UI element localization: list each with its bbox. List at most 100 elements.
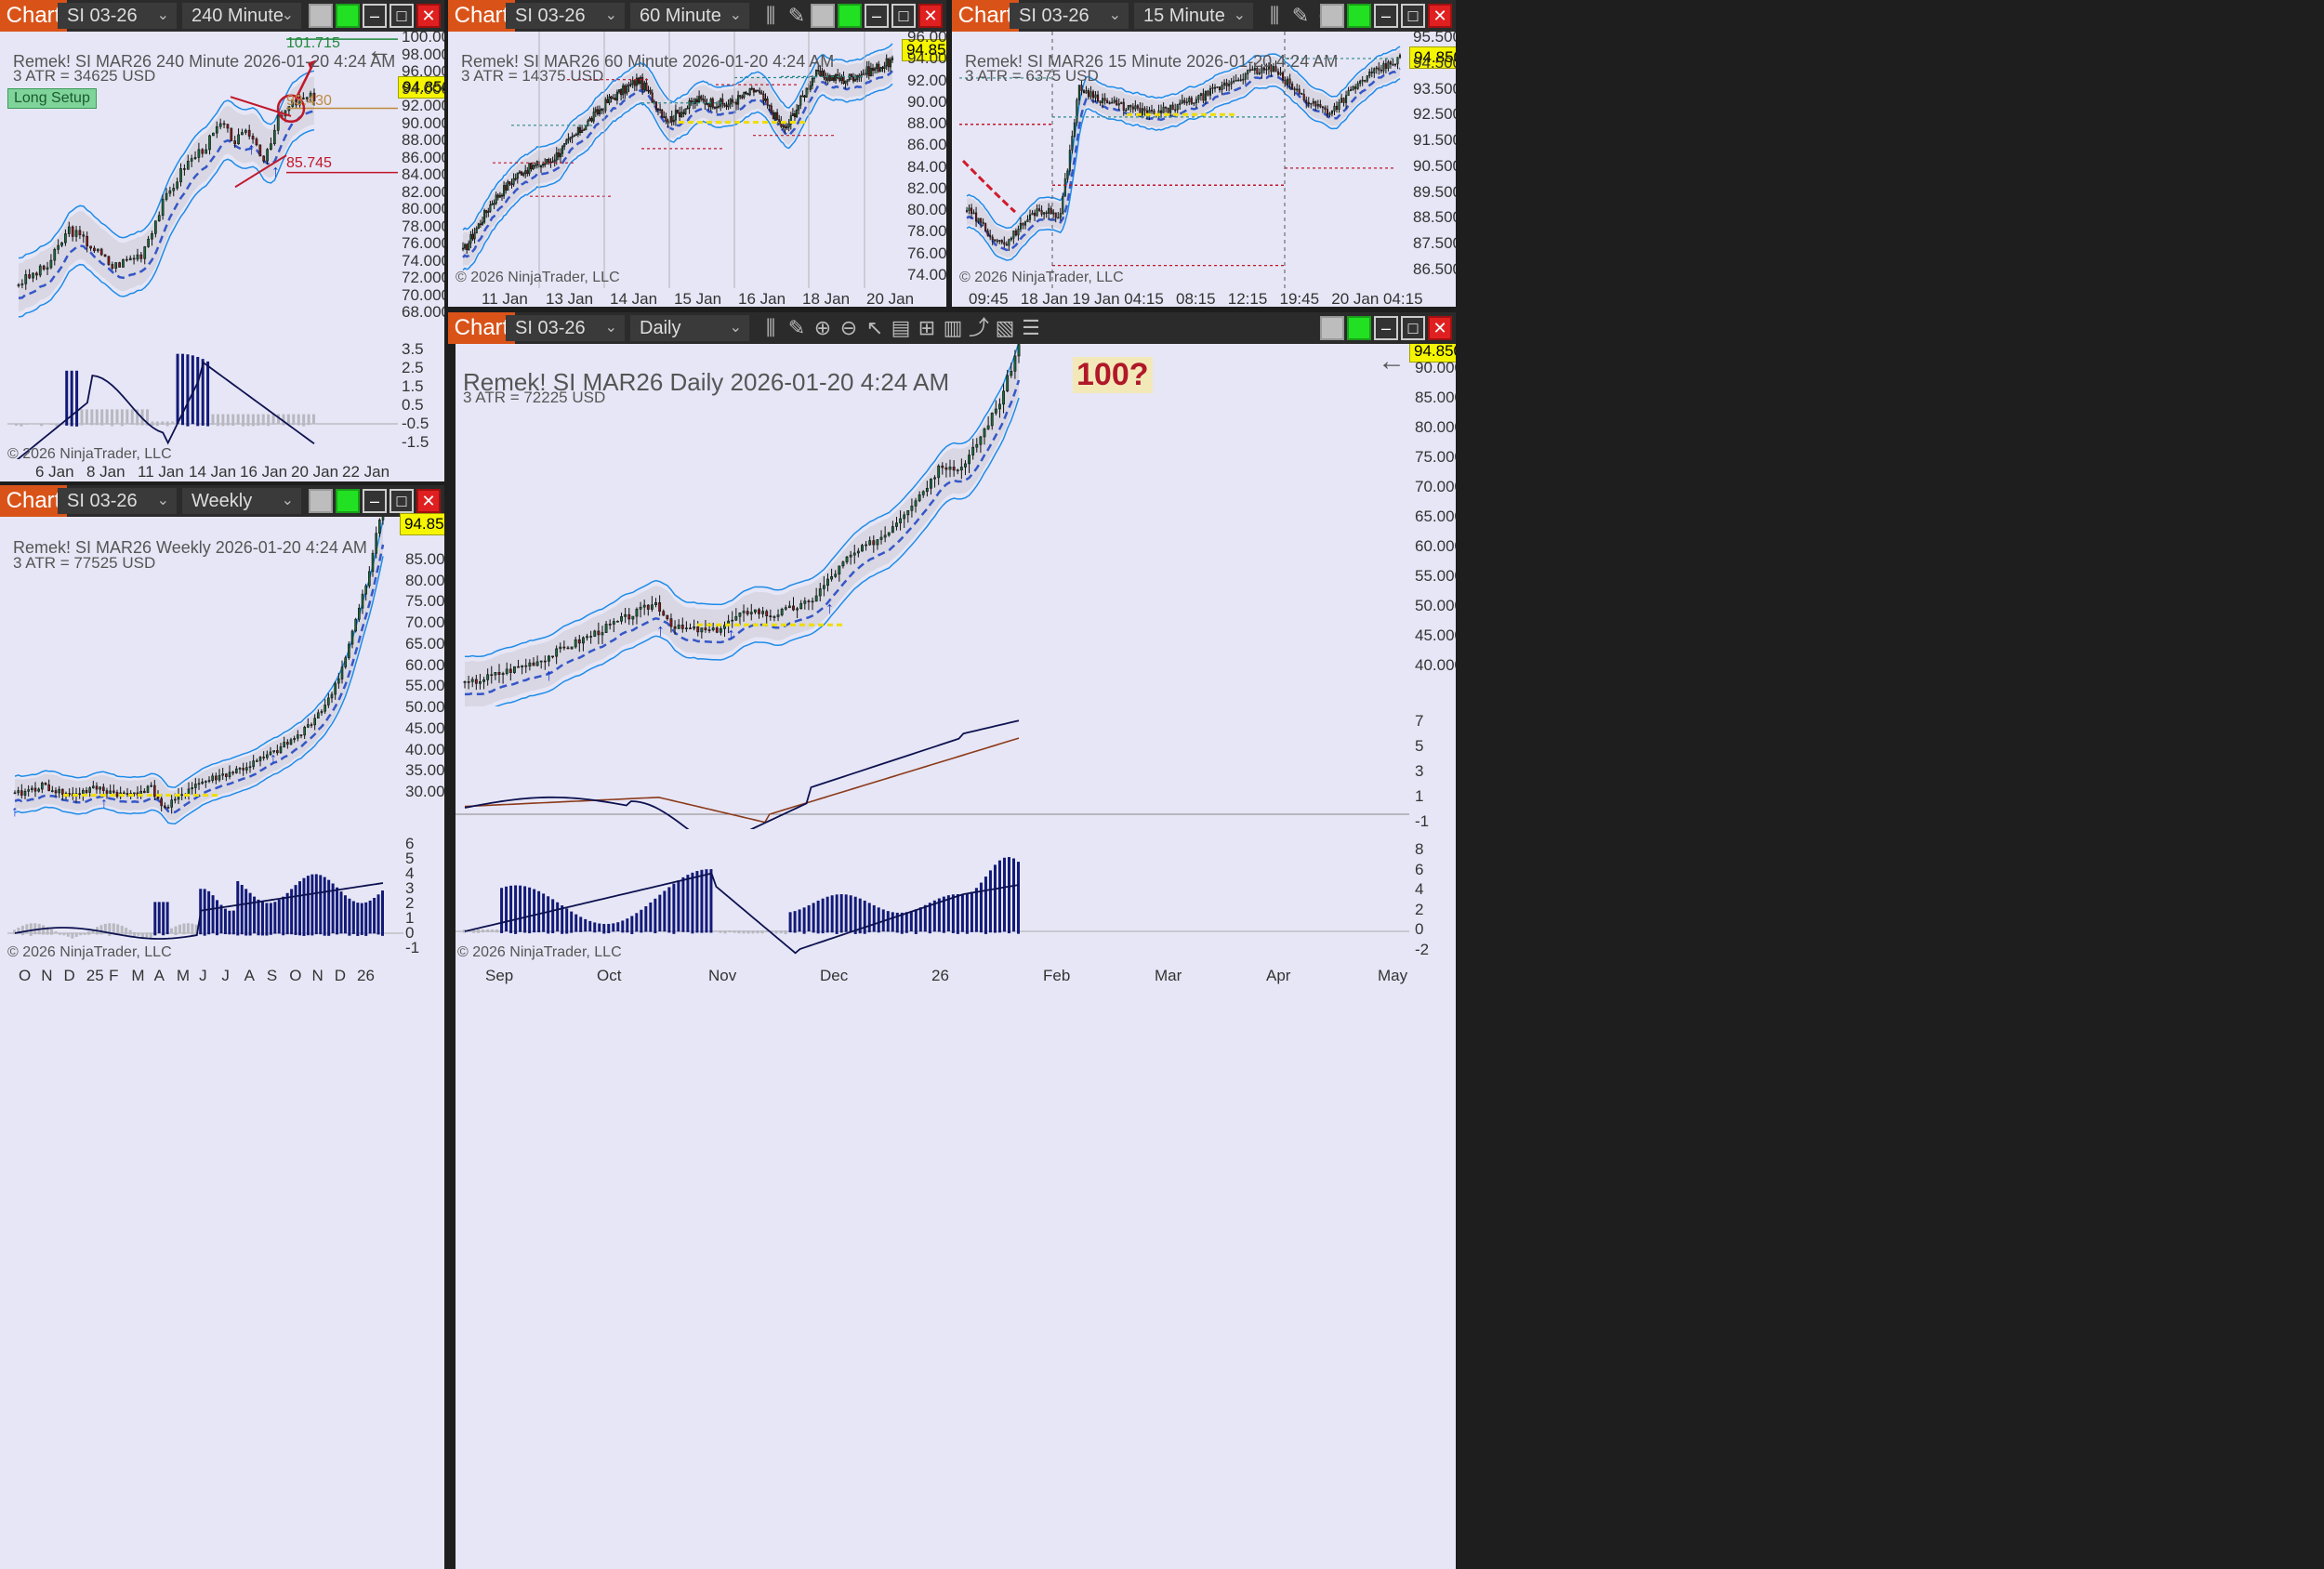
chart-menu-button[interactable]: Chart [0, 485, 67, 517]
price-panel-60[interactable] [456, 32, 902, 288]
link-gray-button[interactable] [811, 4, 835, 28]
chart-menu-button[interactable]: Chart [448, 0, 515, 32]
zoom-in-icon[interactable]: ⊕ [813, 316, 832, 339]
interval-selector[interactable]: Daily ⌄ [630, 315, 749, 341]
bull-candle [205, 781, 207, 783]
bull-candle [865, 66, 868, 75]
bear-candle [551, 655, 554, 658]
link-green-button[interactable] [336, 489, 360, 513]
templates-icon[interactable]: ▧ [995, 316, 1015, 339]
chevron-down-icon: ⌄ [729, 320, 742, 336]
bull-candle [910, 506, 914, 511]
bear-candle [242, 768, 244, 771]
interval-selector[interactable]: 15 Minute ⌄ [1134, 3, 1253, 29]
data-box-icon[interactable]: ▤ [891, 316, 911, 339]
draw-tool-pencil-icon[interactable]: ✎ [787, 4, 806, 27]
minimize-button[interactable]: – [1374, 4, 1398, 28]
bear-candle [682, 112, 685, 114]
link-green-button[interactable] [1347, 316, 1371, 340]
histogram-bar [900, 912, 904, 934]
link-gray-button[interactable] [309, 4, 333, 28]
instrument-selector[interactable]: SI 03-26 ⌄ [58, 3, 177, 29]
time-axis-label: 04:15 [1383, 290, 1423, 307]
bull-candle [830, 75, 833, 81]
maximize-button[interactable]: □ [390, 4, 414, 28]
oscillator-panel-daily-2[interactable] [456, 833, 1409, 963]
strategies-icon[interactable]: ⤴ [968, 316, 989, 339]
minimize-button[interactable]: – [865, 4, 889, 28]
bull-candle [753, 609, 757, 613]
bear-candle [1091, 91, 1095, 99]
interval-selector[interactable]: Weekly ⌄ [182, 488, 301, 514]
close-button[interactable]: ✕ [416, 489, 441, 513]
link-green-button[interactable] [336, 4, 360, 28]
close-button[interactable]: ✕ [416, 4, 441, 28]
histogram-bar [251, 414, 255, 427]
bear-candle [1106, 99, 1109, 103]
link-gray-button[interactable] [1320, 316, 1344, 340]
back-arrow-icon[interactable]: ← [366, 35, 392, 64]
draw-tool-pencil-icon[interactable]: ✎ [787, 316, 806, 339]
histogram-bar [798, 909, 801, 932]
histogram-bar [742, 930, 746, 934]
histogram-bar [246, 414, 250, 427]
histogram-bar [997, 860, 1001, 933]
bar-style-icon[interactable]: ⫼ [765, 4, 776, 27]
bear-candle [721, 99, 724, 104]
link-gray-button[interactable] [1320, 4, 1344, 28]
lower-band-line [18, 128, 315, 318]
draw-tool-pencil-icon[interactable]: ✎ [1291, 4, 1310, 27]
minimize-button[interactable]: – [363, 489, 387, 513]
indicators-icon[interactable]: ▥ [943, 316, 963, 339]
back-arrow-icon[interactable]: ← [1378, 346, 1406, 376]
close-button[interactable]: ✕ [1428, 4, 1452, 28]
bull-candle [381, 517, 385, 521]
long-signal-arrow: ↑ [825, 599, 834, 617]
maximize-button[interactable]: □ [390, 489, 414, 513]
bear-candle [741, 96, 744, 99]
bull-candle [1261, 67, 1263, 73]
close-button[interactable]: ✕ [918, 4, 943, 28]
link-green-button[interactable] [1347, 4, 1371, 28]
chart-menu-button[interactable]: Chart [448, 312, 515, 344]
properties-icon[interactable]: ⊞ [918, 316, 936, 339]
bear-candle [1165, 106, 1168, 109]
instrument-selector[interactable]: SI 03-26 ⌄ [58, 488, 177, 514]
bear-candle [247, 129, 251, 137]
oscillator-panel-240[interactable] [7, 340, 398, 459]
instrument-selector[interactable]: SI 03-26 ⌄ [1010, 3, 1129, 29]
bull-candle [869, 68, 872, 76]
minimize-button[interactable]: – [363, 4, 387, 28]
upper-band-line [14, 520, 384, 788]
bear-candle [784, 125, 786, 129]
interval-selector[interactable]: 60 Minute ⌄ [630, 3, 749, 29]
instrument-selector[interactable]: SI 03-26 ⌄ [506, 315, 625, 341]
price-panel-15[interactable] [959, 32, 1407, 288]
bar-style-icon[interactable]: ⫼ [1269, 4, 1280, 27]
list-icon[interactable]: ☰ [1022, 316, 1040, 339]
price-panel-240[interactable]: ↑ ↑ [7, 32, 398, 338]
last-price-tag: 94.850 [1409, 46, 1456, 69]
bear-candle [1097, 94, 1100, 102]
pointer-icon[interactable]: ↖ [865, 316, 884, 339]
close-button[interactable]: ✕ [1428, 316, 1452, 340]
zoom-out-icon[interactable]: ⊖ [839, 316, 858, 339]
price-panel-weekly[interactable]: ↑ ↑ ↑ [7, 517, 403, 833]
chart-menu-button[interactable]: Chart [952, 0, 1019, 32]
bar-style-icon[interactable]: ⫼ [765, 316, 776, 339]
price-panel-daily[interactable]: ↑ ↑ ↑ ↑ [456, 344, 1409, 706]
histogram-bar [155, 421, 159, 427]
bear-candle [792, 605, 795, 611]
maximize-button[interactable]: □ [1401, 4, 1425, 28]
link-gray-button[interactable] [309, 489, 333, 513]
maximize-button[interactable]: □ [1401, 316, 1425, 340]
chart-menu-button[interactable]: Chart [0, 0, 67, 32]
histogram-bar [373, 897, 376, 934]
oscillator-panel-weekly[interactable] [7, 837, 403, 967]
maximize-button[interactable]: □ [891, 4, 916, 28]
link-green-button[interactable] [838, 4, 862, 28]
instrument-selector[interactable]: SI 03-26 ⌄ [506, 3, 625, 29]
oscillator-panel-daily-1[interactable] [456, 710, 1409, 829]
interval-selector[interactable]: 240 Minute ⌄ [182, 3, 301, 29]
minimize-button[interactable]: – [1374, 316, 1398, 340]
